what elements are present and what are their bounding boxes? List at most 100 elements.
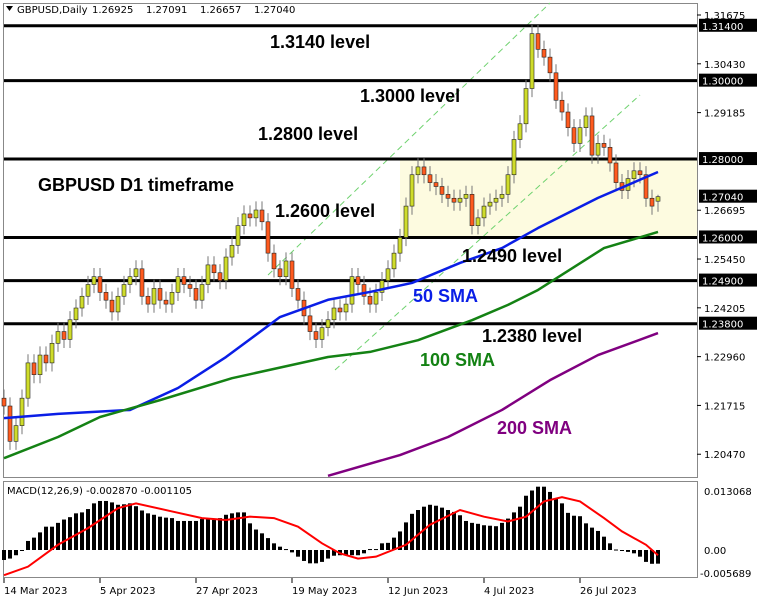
macd-bar	[98, 500, 102, 550]
macd-bar	[428, 504, 432, 550]
candle-body	[577, 127, 583, 144]
candle-body	[481, 205, 487, 219]
macd-bar	[632, 550, 636, 554]
dropdown-triangle-icon[interactable]	[6, 6, 13, 11]
candle-body	[397, 237, 403, 254]
candle-body	[241, 213, 247, 227]
candle-body	[541, 48, 547, 58]
macd-bar	[548, 491, 552, 550]
macd-bar	[518, 506, 522, 550]
macd-bar	[524, 495, 528, 550]
annotation-1-3000: 1.3000 level	[360, 86, 460, 106]
candle-body	[37, 354, 43, 375]
y-tick-label: 1.21715	[704, 401, 745, 412]
macd-bar	[344, 550, 348, 556]
x-tick-label: 5 Apr 2023	[100, 586, 155, 597]
candle-body	[271, 252, 277, 270]
candle-body	[319, 327, 325, 340]
macd-bar	[494, 526, 498, 550]
candle-body	[343, 303, 349, 313]
macd-y-tick-label: -0.005689	[700, 569, 751, 580]
macd-bar	[38, 532, 42, 550]
macd-bar	[608, 543, 612, 550]
macd-bar	[188, 520, 192, 550]
candle-body	[379, 280, 385, 293]
level-price-tag	[699, 273, 757, 287]
candle-body	[169, 292, 175, 305]
sma100-line	[3, 230, 659, 460]
macd-bar	[644, 550, 648, 562]
candle-body	[7, 405, 13, 442]
candle-body	[97, 276, 103, 293]
annotation-1-2380: 1.2380 level	[482, 326, 582, 346]
macd-bar	[356, 550, 360, 556]
macd-bar	[392, 537, 396, 550]
macd-y-tick-label: 0.013068	[704, 487, 752, 498]
macd-bar	[308, 550, 312, 564]
macd-bar	[50, 526, 54, 550]
candle-body	[493, 197, 499, 203]
macd-bar	[590, 527, 594, 550]
channel-line	[334, 94, 641, 371]
candle-body	[631, 170, 637, 179]
candle-body	[361, 284, 367, 297]
candle-body	[313, 331, 319, 340]
candle-body	[73, 307, 79, 321]
candle-body	[469, 194, 475, 226]
candle-body	[259, 209, 265, 223]
candle-body	[55, 331, 61, 344]
macd-bar	[422, 506, 426, 550]
macd-bar	[368, 549, 372, 551]
candle-body	[331, 307, 337, 321]
candle-body	[553, 72, 559, 101]
price-pane	[3, 3, 698, 478]
candle-body	[43, 354, 49, 364]
annotation-1-2800: 1.2800 level	[258, 124, 358, 144]
macd-bar	[32, 537, 36, 550]
candle-body	[349, 276, 355, 305]
candle-body	[67, 319, 73, 340]
candle-body	[175, 276, 181, 293]
candle-body	[139, 268, 145, 297]
macd-bar	[290, 550, 294, 553]
macd-bar	[74, 513, 78, 550]
candle-body	[655, 196, 661, 202]
level-price-tag	[699, 152, 757, 166]
y-tick-label: 1.25450	[704, 255, 745, 266]
y-tick-label: 1.26695	[704, 206, 745, 217]
macd-bar	[482, 525, 486, 550]
candle-body	[547, 56, 553, 74]
candle-body	[439, 186, 445, 195]
candle-body	[49, 342, 55, 364]
macd-bar	[620, 550, 624, 551]
candle-body	[307, 315, 313, 332]
candle-body	[121, 284, 127, 297]
macd-bar	[44, 526, 48, 550]
macd-bar	[104, 500, 108, 550]
candle-body	[337, 307, 343, 313]
candle-body	[253, 209, 259, 219]
macd-bar	[20, 550, 24, 551]
macd-pane	[3, 481, 698, 578]
annotation-1-2600: 1.2600 level	[275, 201, 375, 221]
y-tick-label: 1.24205	[704, 304, 745, 315]
macd-bar	[512, 512, 516, 550]
macd-bar	[260, 533, 264, 550]
macd-bar	[194, 520, 198, 550]
macd-bar	[314, 550, 318, 564]
candle-body	[217, 272, 223, 281]
candle-body	[607, 147, 613, 164]
candle-body	[565, 111, 571, 128]
macd-bar	[266, 538, 270, 550]
candle-body	[187, 284, 193, 289]
macd-bar	[452, 511, 456, 550]
macd-bar	[410, 513, 414, 550]
macd-bar	[110, 502, 114, 550]
candle-body	[403, 205, 409, 238]
level-price-tag	[699, 18, 757, 32]
candle-body	[415, 166, 421, 176]
candle-body	[373, 292, 379, 305]
candle-body	[277, 268, 283, 277]
x-tick-label: 27 Apr 2023	[196, 586, 258, 597]
macd-bar	[506, 518, 510, 550]
